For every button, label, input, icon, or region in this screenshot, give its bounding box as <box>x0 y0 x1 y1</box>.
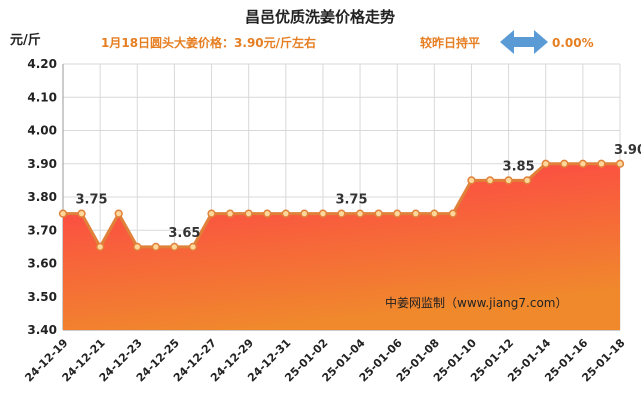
data-point <box>95 242 105 252</box>
data-point <box>374 209 383 218</box>
series-area <box>63 163 620 330</box>
data-label: 3.75 <box>76 193 108 208</box>
data-point <box>597 159 606 168</box>
data-point <box>485 176 495 185</box>
data-point <box>504 176 513 185</box>
data-point <box>300 209 309 218</box>
chart-title: 昌邑优质洗姜价格走势 <box>245 8 395 26</box>
data-point <box>541 159 550 168</box>
data-label: 3.90 <box>614 143 641 158</box>
data-label: 3.85 <box>503 159 535 174</box>
y-tick-label: 4.20 <box>27 57 57 71</box>
watermark: 中姜网监制（www.jiang7.com） <box>385 295 567 310</box>
data-labels: 3.75 3.65 3.75 3.85 3.90 <box>76 143 641 241</box>
data-point <box>578 159 588 168</box>
data-point <box>337 209 346 218</box>
data-point <box>411 209 420 218</box>
y-tick-label: 3.70 <box>27 223 57 237</box>
y-tick-labels: 3.40 3.50 3.60 3.70 3.80 3.90 4.00 4.10 4.20 <box>27 57 57 337</box>
data-point <box>355 209 365 218</box>
data-point <box>244 209 253 218</box>
y-tick-label: 4.10 <box>27 90 57 104</box>
data-point <box>263 209 272 218</box>
data-point <box>225 209 235 218</box>
data-point <box>151 242 160 252</box>
y-tick-label: 3.90 <box>27 157 57 171</box>
data-point <box>393 209 402 218</box>
data-point <box>77 209 86 218</box>
y-tick-label: 3.80 <box>27 190 57 204</box>
y-axis-label: 元/斤 <box>10 32 41 48</box>
y-tick-label: 3.60 <box>27 257 57 271</box>
data-point <box>467 176 476 185</box>
data-point <box>523 176 532 185</box>
y-tick-label: 4.00 <box>27 124 57 138</box>
data-point <box>560 159 569 168</box>
data-label: 3.75 <box>335 193 367 208</box>
data-point <box>133 242 142 252</box>
data-point <box>281 209 290 218</box>
data-point <box>318 209 328 218</box>
data-point <box>170 242 179 252</box>
data-label: 3.65 <box>168 226 200 241</box>
data-point <box>188 242 198 252</box>
series-markers <box>58 159 625 252</box>
data-point <box>58 209 68 218</box>
y-tick-label: 3.40 <box>27 323 57 337</box>
x-tick-labels: 24-12-1924-12-2124-12-2324-12-2524-12-27… <box>22 336 627 384</box>
price-subtitle: 1月18日圆头大姜价格：3.90元/斤左右 <box>101 35 316 50</box>
data-point <box>207 209 216 218</box>
y-tick-label: 3.50 <box>27 290 57 304</box>
data-point <box>430 209 439 218</box>
area-fill <box>63 163 620 330</box>
double-arrow-icon <box>500 30 548 54</box>
data-point <box>615 159 625 168</box>
data-point <box>114 209 123 218</box>
change-subtitle: 较昨日持平 <box>420 35 480 50</box>
data-point <box>448 209 458 218</box>
change-value: 0.00% <box>552 36 594 50</box>
